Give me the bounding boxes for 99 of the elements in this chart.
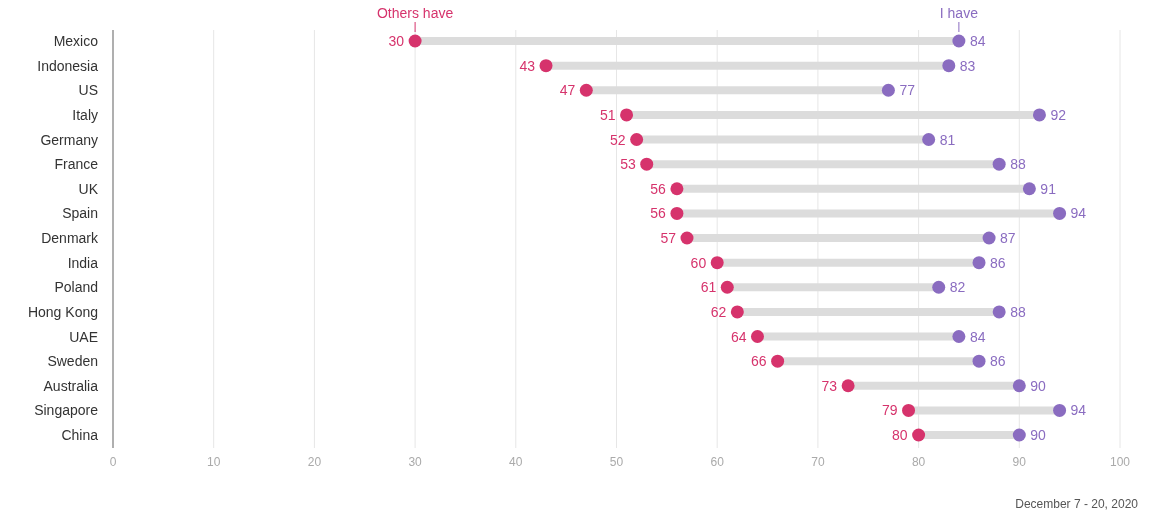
point [902,403,916,417]
point [1012,428,1026,442]
point [408,34,422,48]
data-label: 82 [949,279,966,296]
x-tick-label: 30 [408,455,423,469]
y-tick-label: Poland [54,279,98,296]
data-label: 43 [519,57,536,74]
data-label: 66 [751,353,767,370]
series-label: I have [939,5,979,21]
data-label: 92 [1050,106,1067,123]
y-tick-label: UK [78,180,99,197]
point [992,305,1006,319]
point [1053,206,1067,220]
point [1022,182,1036,196]
y-tick-label: Indonesia [37,57,99,74]
data-label: 47 [559,82,576,99]
point [620,108,634,122]
x-tick-label: 90 [1012,455,1027,469]
x-tick-label: 50 [609,455,624,469]
point [972,354,986,368]
data-label: 62 [710,303,727,320]
data-label: 94 [1070,402,1087,419]
y-tick-label: Italy [72,106,98,123]
x-tick-label: 0 [109,455,117,469]
data-label: 61 [700,279,717,296]
y-tick-label: Germany [40,131,98,148]
y-tick-label: Sweden [47,353,98,370]
point [720,280,734,294]
point [982,231,996,245]
point [881,83,895,97]
data-label: 56 [650,180,667,197]
point [1012,379,1026,393]
data-label: 79 [881,402,898,419]
point [539,59,553,73]
data-label: 52 [610,131,626,148]
y-tick-label: India [67,254,99,271]
data-label: 88 [1010,303,1026,320]
y-tick-label: Mexico [53,33,99,49]
point [952,330,966,343]
data-label: 77 [899,82,916,99]
point [630,133,644,146]
data-label: 64 [730,328,747,345]
data-label: 90 [1030,377,1047,394]
x-tick-label: 20 [307,455,322,469]
x-tick-label: 10 [207,455,221,469]
x-tick-label: 70 [811,455,825,469]
point [730,305,744,319]
data-label: 56 [650,205,667,222]
data-label: 80 [892,427,908,443]
y-tick-label: China [61,427,99,443]
data-label: 57 [660,230,677,246]
point [640,157,654,171]
x-tick-label: 80 [911,455,926,469]
data-label: 53 [620,156,636,173]
series-label: Others have [376,5,454,21]
point [771,354,785,368]
data-label: 83 [959,57,976,74]
data-label: 94 [1070,205,1087,222]
data-label: 60 [690,254,707,271]
y-tick-label: France [54,156,99,173]
data-label: 90 [1030,427,1047,443]
x-tick-label: 40 [509,455,523,469]
data-label: 86 [990,353,1006,370]
point [1032,108,1046,122]
text: December 7 - 20, 2020 [1015,497,1139,511]
y-tick-label: US [78,82,98,99]
y-tick-label: UAE [69,328,98,345]
point [922,133,936,146]
data-label: 73 [821,377,838,394]
y-tick-label: Denmark [41,230,99,246]
point [992,157,1006,171]
data-label: 87 [1000,230,1016,246]
data-label: 51 [599,106,616,123]
data-label: 88 [1010,156,1026,173]
data-label: 81 [939,131,956,148]
point [942,59,956,73]
point [579,83,593,97]
data-label: 86 [990,254,1006,271]
y-tick-label: Hong Kong [27,303,98,320]
y-tick-label: Australia [43,377,99,394]
x-tick-label: 60 [710,455,725,469]
data-label: 91 [1040,180,1057,197]
point [1053,403,1067,417]
y-tick-label: Singapore [34,402,99,419]
point [932,280,946,294]
y-tick-label: Spain [62,205,98,222]
point [670,182,684,196]
point [972,256,986,270]
point [952,34,966,48]
point [680,231,694,245]
data-label: 30 [388,33,405,49]
data-label: 84 [969,33,986,49]
point [912,428,926,442]
point [841,379,855,393]
data-label: 84 [969,328,986,345]
x-tick-label: 100 [1109,455,1131,469]
point [710,256,724,270]
point [750,330,764,343]
point [670,206,684,220]
